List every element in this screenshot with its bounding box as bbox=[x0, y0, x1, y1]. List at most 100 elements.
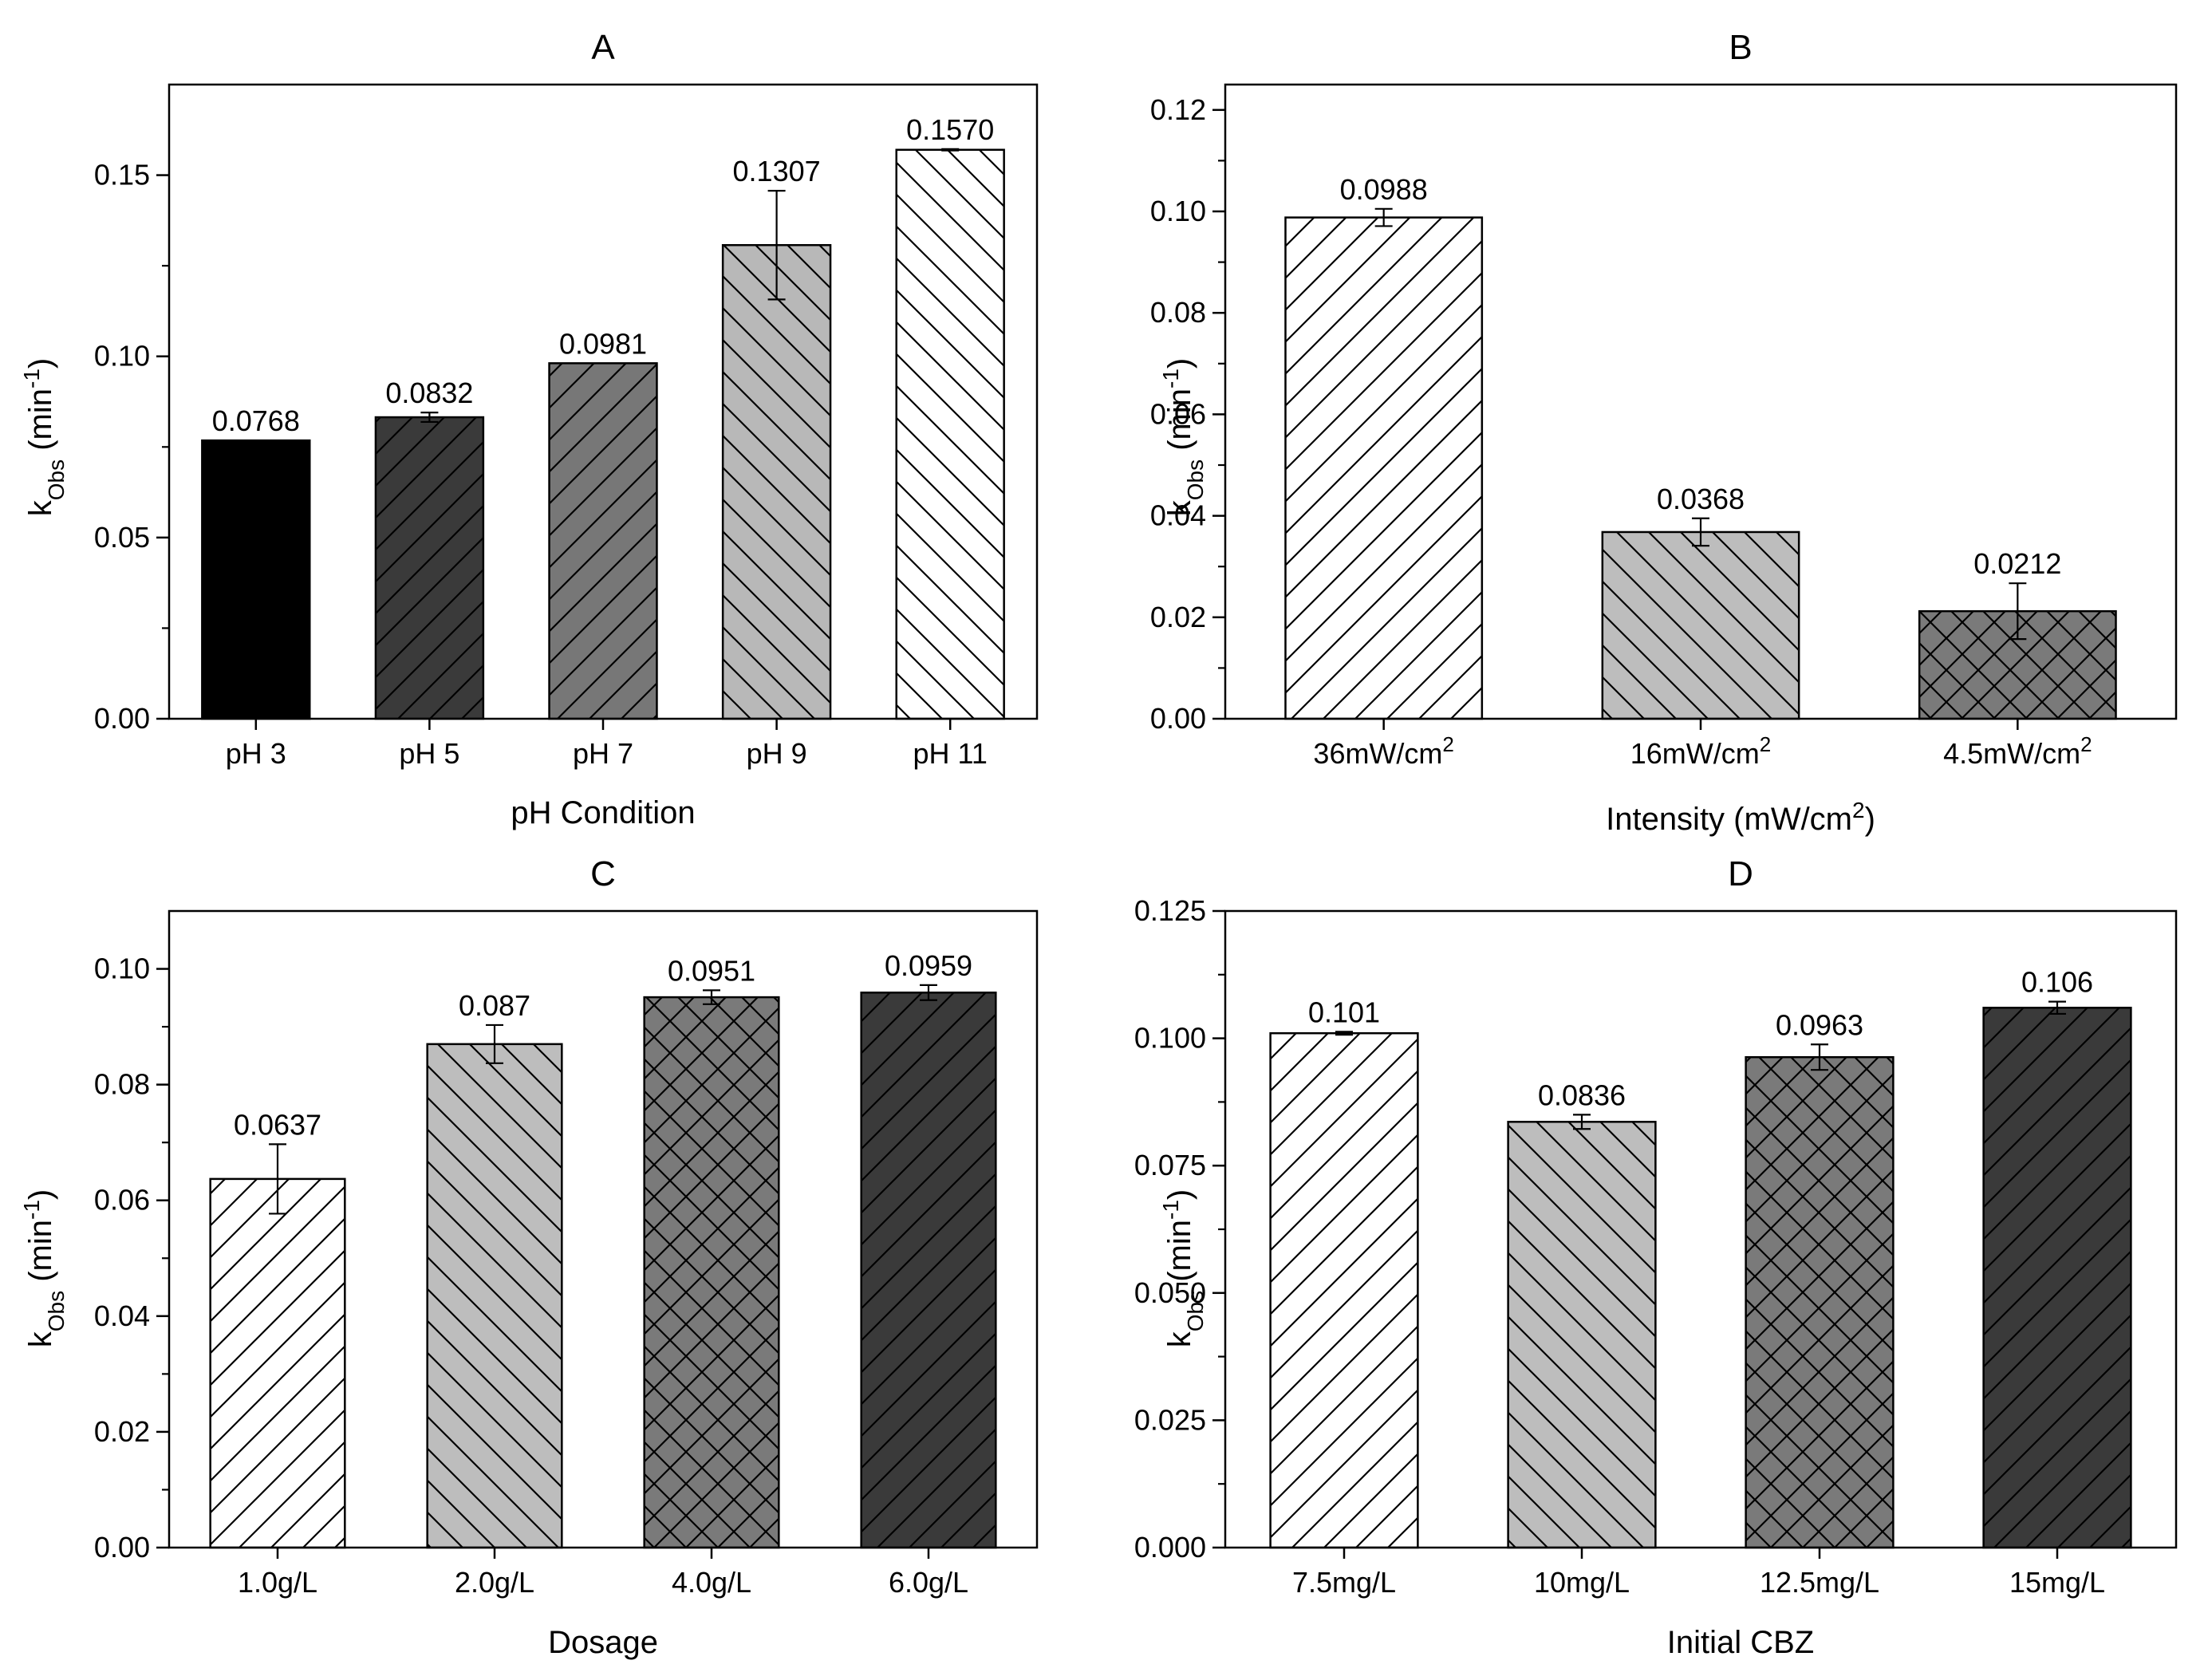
x-tick-label: pH 7 bbox=[573, 737, 633, 770]
y-tick-label: 0.05 bbox=[94, 521, 150, 554]
bar-hatch bbox=[861, 992, 996, 1548]
bars bbox=[209, 992, 997, 1549]
bar-hatch bbox=[549, 363, 657, 719]
y-tick-label: 0.06 bbox=[1150, 397, 1206, 430]
value-label: 0.0832 bbox=[385, 377, 473, 409]
panel-b: B 0.0988 0.0368 0.0212 0.00 0.02 0.04 0.… bbox=[1150, 28, 2178, 838]
x-tick-label: pH 11 bbox=[913, 737, 987, 770]
x-tick-label: pH 9 bbox=[747, 737, 807, 770]
x-tick-labels: 7.5mg/L 10mg/L 12.5mg/L 15mg/L bbox=[1292, 1566, 2105, 1599]
axes bbox=[1212, 83, 2178, 730]
value-label: 0.0959 bbox=[885, 949, 972, 982]
x-tick-label: 16mW/cm2 bbox=[1630, 732, 1771, 770]
bars bbox=[201, 148, 1005, 720]
x-tick-label: 1.0g/L bbox=[238, 1566, 317, 1599]
x-tick-label: 12.5mg/L bbox=[1760, 1566, 1879, 1599]
axes bbox=[1212, 909, 2178, 1559]
value-label: 0.0988 bbox=[1340, 173, 1428, 206]
x-tick-labels: 36mW/cm2 16mW/cm2 4.5mW/cm2 bbox=[1313, 732, 2092, 770]
y-tick-label: 0.10 bbox=[94, 952, 150, 985]
value-label: 0.0981 bbox=[559, 327, 647, 360]
value-label: 0.106 bbox=[2021, 966, 2093, 999]
x-tick-label: 6.0g/L bbox=[889, 1566, 968, 1599]
value-label: 0.0368 bbox=[1657, 483, 1745, 515]
panel-a: A 0.0768 0.0832 0.0981 0.1307 0.1570 0.0… bbox=[19, 28, 1039, 830]
bar-hatch bbox=[1270, 1033, 1418, 1548]
y-tick-label: 0.04 bbox=[1150, 499, 1206, 532]
y-tick-labels: 0.00 0.02 0.04 0.06 0.08 0.10 0.12 bbox=[1150, 93, 1206, 735]
y-axis-label: kObs (min-1) bbox=[1158, 1189, 1208, 1347]
value-label: 0.0836 bbox=[1538, 1079, 1626, 1111]
value-labels: 0.0768 0.0832 0.0981 0.1307 0.1570 bbox=[212, 113, 995, 437]
bar-hatch bbox=[1745, 1057, 1894, 1548]
y-tick-label: 0.02 bbox=[1150, 601, 1206, 633]
x-tick-label: 7.5mg/L bbox=[1292, 1566, 1396, 1599]
y-tick-label: 0.00 bbox=[94, 702, 150, 735]
bar-hatch bbox=[896, 149, 1004, 719]
panel-title: C bbox=[590, 854, 616, 893]
value-label: 0.101 bbox=[1308, 996, 1380, 1028]
x-tick-labels: 1.0g/L 2.0g/L 4.0g/L 6.0g/L bbox=[238, 1566, 968, 1599]
bar-hatch bbox=[1983, 1008, 2131, 1548]
bar-hatch bbox=[427, 1043, 562, 1548]
error-bars bbox=[1335, 1000, 2066, 1130]
y-tick-label: 0.000 bbox=[1134, 1531, 1206, 1564]
axes bbox=[156, 83, 1039, 730]
y-tick-label: 0.00 bbox=[94, 1531, 150, 1564]
value-label: 0.0768 bbox=[212, 404, 300, 437]
bars bbox=[1269, 1007, 2132, 1549]
x-tick-label: pH 3 bbox=[226, 737, 286, 770]
bars bbox=[1284, 216, 2117, 720]
y-tick-label: 0.08 bbox=[94, 1068, 150, 1101]
value-label: 0.087 bbox=[459, 989, 530, 1022]
y-tick-labels: 0.00 0.05 0.10 0.15 bbox=[94, 159, 150, 735]
value-label: 0.0951 bbox=[668, 954, 755, 987]
y-tick-label: 0.050 bbox=[1134, 1276, 1206, 1309]
y-tick-label: 0.025 bbox=[1134, 1403, 1206, 1436]
bar-hatch bbox=[1285, 217, 1482, 720]
y-axis-label: kObs (min-1) bbox=[19, 358, 69, 516]
panel-title: D bbox=[1728, 854, 1753, 893]
x-tick-label: 4.5mW/cm2 bbox=[1943, 732, 2092, 770]
plot-frame bbox=[168, 909, 1039, 1549]
panel-d: D 0.101 0.0836 0.0963 0.106 0.000 0.025 … bbox=[1134, 854, 2178, 1660]
y-axis-label: kObs (min-1) bbox=[19, 1189, 69, 1347]
y-tick-label: 0.02 bbox=[94, 1415, 150, 1448]
error-bars bbox=[420, 148, 960, 424]
value-label: 0.0963 bbox=[1776, 1008, 1863, 1041]
x-tick-label: 2.0g/L bbox=[455, 1566, 534, 1599]
error-bars bbox=[1374, 207, 2027, 641]
y-axis-label: kObs (min-1) bbox=[1158, 358, 1208, 516]
bar-hatch bbox=[210, 1178, 345, 1548]
bar bbox=[202, 440, 310, 719]
x-axis-label: Intensity (mW/cm2) bbox=[1606, 798, 1875, 838]
panel-title: B bbox=[1729, 28, 1752, 67]
value-label: 0.1307 bbox=[733, 155, 821, 187]
y-tick-label: 0.075 bbox=[1134, 1149, 1206, 1181]
y-tick-label: 0.15 bbox=[94, 159, 150, 191]
value-labels: 0.0637 0.087 0.0951 0.0959 bbox=[234, 949, 972, 1142]
y-tick-labels: 0.000 0.025 0.050 0.075 0.100 0.125 bbox=[1134, 894, 1206, 1564]
x-axis-label: pH Condition bbox=[511, 795, 695, 830]
value-labels: 0.101 0.0836 0.0963 0.106 bbox=[1308, 966, 2093, 1112]
x-tick-label: 4.0g/L bbox=[672, 1566, 751, 1599]
bar-hatch bbox=[723, 245, 831, 720]
x-axis-label: Initial CBZ bbox=[1667, 1625, 1815, 1660]
y-tick-label: 0.08 bbox=[1150, 296, 1206, 329]
panel-c: C 0.0637 0.087 0.0951 0.0959 0.00 0.02 0… bbox=[19, 854, 1039, 1660]
value-label: 0.0212 bbox=[1973, 547, 2061, 580]
bar-hatch bbox=[1508, 1122, 1656, 1548]
y-tick-label: 0.10 bbox=[1150, 195, 1206, 227]
y-tick-label: 0.06 bbox=[94, 1184, 150, 1217]
x-tick-label: pH 5 bbox=[399, 737, 459, 770]
bar-hatch bbox=[644, 997, 779, 1548]
y-tick-label: 0.00 bbox=[1150, 702, 1206, 735]
plot-frame bbox=[168, 83, 1039, 720]
plot-frame bbox=[1224, 83, 2178, 720]
bar-hatch bbox=[375, 417, 483, 719]
axes bbox=[156, 909, 1039, 1559]
y-tick-label: 0.04 bbox=[94, 1299, 150, 1332]
x-tick-label: 10mg/L bbox=[1534, 1566, 1630, 1599]
panel-title: A bbox=[591, 28, 615, 67]
